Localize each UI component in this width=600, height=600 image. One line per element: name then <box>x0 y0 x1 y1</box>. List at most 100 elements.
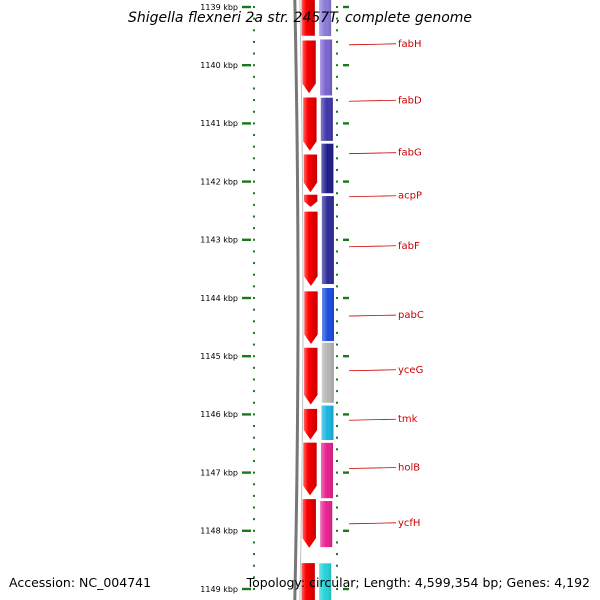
axis-tick-minor <box>253 436 255 439</box>
axis-tick-minor-right <box>336 425 338 428</box>
gene-block-shade <box>321 287 334 342</box>
gene-block-shade <box>320 39 333 96</box>
axis-tick-minor-right <box>336 227 338 230</box>
axis-tick-minor-right <box>336 378 338 381</box>
axis-tick-minor <box>253 564 255 567</box>
axis-tick-label: 1139 kbp <box>200 3 238 12</box>
gene-block-shade <box>321 405 334 441</box>
gene-label-leader <box>348 467 397 469</box>
cds-block <box>302 442 318 497</box>
axis-tick-minor <box>253 588 255 590</box>
axis-tick-major-right <box>343 180 349 183</box>
cds-block <box>303 290 319 346</box>
axis-tick-minor <box>253 168 255 171</box>
axis-tick-minor-right <box>336 518 338 521</box>
axis-tick-minor <box>253 87 255 90</box>
axis-tick-minor-right <box>336 87 338 90</box>
gene-label-leader <box>348 195 397 198</box>
axis-tick-label: 1145 kbp <box>200 352 238 361</box>
axis-tick-minor <box>253 29 255 32</box>
gene-block-shade <box>319 562 332 600</box>
axis-tick-minor-right <box>336 250 338 253</box>
axis-tick-minor-right <box>336 297 338 299</box>
gene-labels: fabH fabD fabG acpP fabF pabC yceG tmk holB ycfH <box>348 39 424 529</box>
axis-tick-minor <box>253 448 255 451</box>
axis-tick-minor-right <box>336 192 338 195</box>
axis-tick-minor <box>253 40 255 43</box>
axis-tick-major-right <box>343 238 349 241</box>
axis-tick-minor-right <box>336 215 338 218</box>
axis-tick-minor <box>253 425 255 428</box>
axis-tick-major-right <box>343 529 349 532</box>
axis-tick-major <box>242 413 251 416</box>
axis-tick-minor <box>253 238 255 241</box>
cds-block <box>300 0 316 37</box>
axis-tick-major-right <box>343 471 349 474</box>
axis-tick-major-right <box>343 587 349 591</box>
axis-tick-major <box>242 296 251 300</box>
axis-tick-minor-right <box>336 564 338 567</box>
axis-tick-minor <box>253 308 255 311</box>
axis-tick-minor <box>253 17 255 20</box>
axis-tick-minor-right <box>336 168 338 171</box>
cds-block <box>303 194 318 208</box>
axis-tick-minor <box>253 250 255 253</box>
axis-tick-minor-right <box>336 40 338 43</box>
axis-tick-minor-right <box>336 331 338 334</box>
axis-tick-major <box>242 529 251 532</box>
axis-tick-minor-right <box>336 355 338 358</box>
axis-tick-minor-right <box>336 52 338 55</box>
gene-label-leader <box>348 43 397 46</box>
axis-tick-label: 1141 kbp <box>200 119 238 128</box>
axis-tick-minor <box>253 366 255 369</box>
axis-tick-minor <box>253 529 255 532</box>
axis-tick-minor <box>253 215 255 218</box>
axis-tick-minor-right <box>336 588 338 590</box>
axis-tick-minor <box>253 157 255 160</box>
gene-track <box>319 0 334 600</box>
axis-tick-minor <box>253 134 255 137</box>
backbone-inner <box>299 0 304 600</box>
axis-tick-label: 1143 kbp <box>200 236 238 245</box>
kbp-axis: 1139 kbp 1140 kbp 1141 kbp 1142 kbp 1143 kbp… <box>200 3 349 594</box>
axis-tick-minor-right <box>336 308 338 311</box>
axis-tick-minor-right <box>336 459 338 462</box>
axis-tick-minor-right <box>336 262 338 265</box>
axis-tick-minor <box>253 110 255 113</box>
axis-tick-minor-right <box>336 436 338 439</box>
axis-tick-minor <box>253 145 255 148</box>
axis-tick-major <box>242 238 251 241</box>
gene-label-leader <box>348 522 397 525</box>
axis-tick-minor <box>253 320 255 323</box>
axis-tick-minor-right <box>336 17 338 20</box>
axis-tick-minor-right <box>336 64 338 67</box>
axis-tick-label: 1146 kbp <box>200 410 238 419</box>
axis-tick-minor <box>253 494 255 497</box>
axis-tick-minor-right <box>336 134 338 137</box>
axis-tick-minor <box>253 297 255 299</box>
axis-tick-minor-right <box>336 145 338 148</box>
axis-tick-minor <box>253 331 255 334</box>
axis-tick-minor-right <box>336 576 338 579</box>
axis-tick-minor <box>253 203 255 206</box>
gene-label: acpP <box>398 191 422 202</box>
gene-label: tmk <box>398 414 418 425</box>
gene-label-leader <box>348 314 397 317</box>
axis-tick-minor-right <box>336 320 338 323</box>
gene-label: yceG <box>398 365 423 376</box>
axis-tick-minor-right <box>336 506 338 509</box>
axis-tick-minor <box>253 506 255 509</box>
gene-label-leader <box>348 418 397 421</box>
gene-label-leader <box>348 152 397 155</box>
axis-tick-minor-right <box>336 471 338 474</box>
axis-tick-major-right <box>343 355 349 358</box>
accession-text: Accession: NC_004741 <box>9 575 152 590</box>
axis-tick-minor <box>253 355 255 358</box>
cds-block <box>301 39 317 95</box>
axis-tick-minor-right <box>336 273 338 276</box>
axis-tick-major-right <box>343 5 349 9</box>
axis-tick-minor <box>253 285 255 288</box>
genome-summary-text: Topology: circular; Length: 4,599,354 bp… <box>246 575 590 590</box>
axis-tick-minor-right <box>336 448 338 451</box>
